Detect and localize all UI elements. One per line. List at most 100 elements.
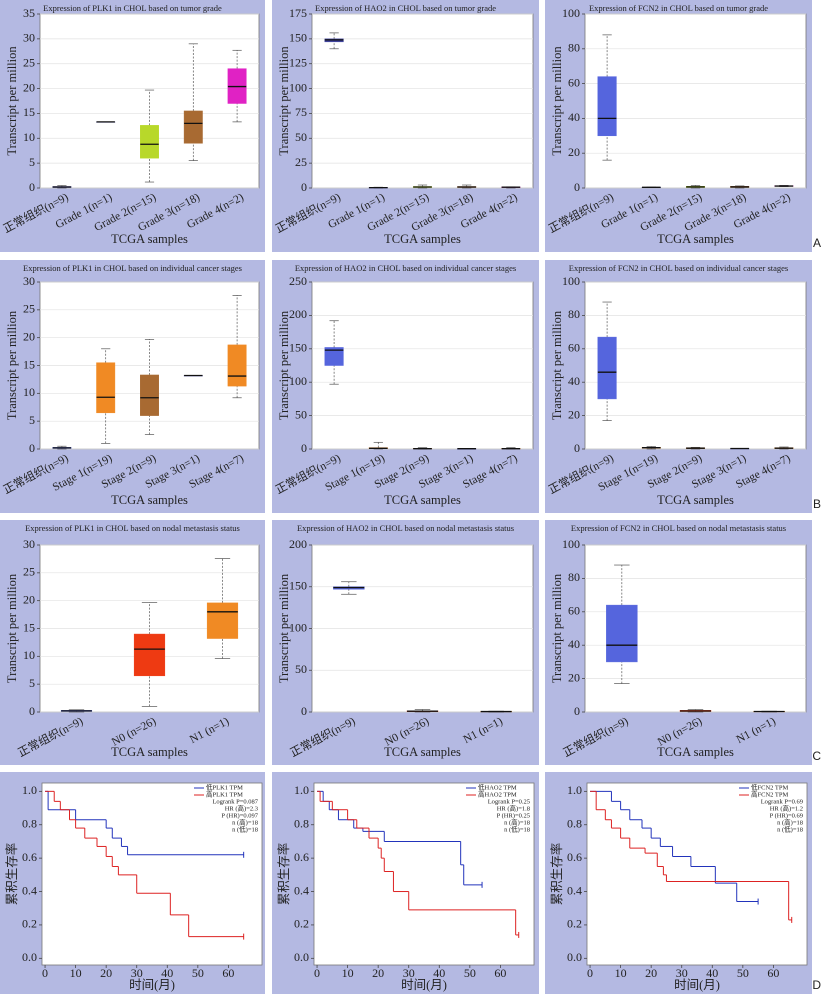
y-tick-label: 1.0: [294, 783, 309, 797]
chart-title: Expression of HAO2 in CHOL based on tumo…: [315, 3, 496, 13]
x-axis-label: TCGA samples: [111, 493, 188, 507]
x-tick-label: 30: [403, 966, 415, 980]
y-tick-label: 5: [29, 676, 35, 690]
y-tick-label: 25: [23, 565, 35, 579]
y-tick-label: 40: [568, 374, 580, 388]
box: [140, 374, 159, 416]
y-tick-label: 175: [289, 6, 307, 20]
y-tick-label: 0: [301, 180, 307, 194]
annotation: P (HR)=0.097: [221, 812, 258, 819]
x-tick-label: 0: [587, 966, 593, 980]
annotation: P (HR)=0.25: [497, 812, 530, 819]
annotation: P (HR)=0.69: [770, 812, 803, 819]
y-tick-label: 0: [29, 704, 35, 718]
y-tick-label: 150: [289, 31, 307, 45]
x-axis-label: TCGA samples: [384, 745, 461, 759]
chart-title: Expression of PLK1 in CHOL based on indi…: [23, 263, 242, 273]
y-tick-label: 1.0: [567, 783, 582, 797]
y-tick-label: 200: [289, 307, 307, 321]
annotation: Logrank P=0.25: [488, 798, 530, 805]
x-tick-label: 50: [737, 966, 749, 980]
annotation: n (低)=18: [232, 824, 258, 833]
y-tick-label: 0: [29, 180, 35, 194]
plot-area: [584, 13, 807, 189]
y-tick-label: 25: [23, 302, 35, 316]
plot-area: [586, 782, 808, 966]
y-tick-label: 150: [289, 341, 307, 355]
y-tick-label: 35: [23, 6, 35, 20]
chart-title: Expression of HAO2 in CHOL based on noda…: [297, 523, 514, 533]
y-tick-label: 150: [289, 579, 307, 593]
y-tick-label: 0: [574, 441, 580, 455]
x-tick-label: 20: [372, 966, 384, 980]
x-tick-label: 20: [100, 966, 112, 980]
x-axis-label: TCGA samples: [384, 232, 461, 246]
x-tick-label: 30: [131, 966, 143, 980]
x-axis-label: 时间(月): [129, 978, 175, 992]
x-tick-label: 30: [676, 966, 688, 980]
y-axis-label: Transcript per million: [5, 310, 19, 420]
y-axis-label: Transcript per million: [550, 46, 564, 156]
box: [324, 347, 344, 366]
x-axis-label: TCGA samples: [657, 493, 734, 507]
y-tick-label: 20: [568, 670, 580, 684]
y-axis-label: Transcript per million: [277, 310, 291, 420]
y-axis-label: Transcript per million: [5, 46, 19, 156]
y-axis-label: Transcript per million: [277, 46, 291, 156]
y-tick-label: 100: [289, 374, 307, 388]
y-tick-label: 0.0: [567, 950, 582, 964]
y-tick-label: 25: [295, 155, 307, 169]
y-tick-label: 30: [23, 274, 35, 288]
y-axis-label: Transcript per million: [277, 573, 291, 683]
legend-label: 高PLK1 TPM: [206, 789, 243, 798]
x-tick-label: 40: [706, 966, 718, 980]
y-axis-label: Transcript per million: [5, 573, 19, 683]
y-tick-label: 20: [23, 329, 35, 343]
y-tick-label: 100: [562, 274, 580, 288]
y-axis-label: 累积生存率: [276, 843, 291, 906]
annotation: n (低)=18: [777, 824, 803, 833]
annotation: n (低)=18: [504, 824, 530, 833]
y-tick-label: 20: [568, 407, 580, 421]
y-tick-label: 80: [568, 41, 580, 55]
y-tick-label: 5: [29, 413, 35, 427]
x-tick-label: 0: [314, 966, 320, 980]
y-tick-label: 60: [568, 75, 580, 89]
y-tick-label: 0.8: [567, 816, 582, 830]
y-tick-label: 10: [23, 130, 35, 144]
y-tick-label: 100: [289, 80, 307, 94]
plot-area: [41, 782, 263, 966]
x-axis-label: 时间(月): [674, 978, 720, 992]
y-tick-label: 30: [23, 537, 35, 551]
y-tick-label: 0: [301, 704, 307, 718]
y-tick-label: 0.2: [294, 917, 309, 931]
y-tick-label: 75: [295, 105, 307, 119]
box: [606, 604, 638, 663]
y-tick-label: 0: [29, 441, 35, 455]
y-tick-label: 50: [295, 407, 307, 421]
chart-title: Expression of PLK1 in CHOL based on noda…: [25, 523, 240, 533]
x-tick-label: 10: [615, 966, 627, 980]
y-tick-label: 5: [29, 155, 35, 169]
y-tick-label: 0.4: [22, 883, 37, 897]
y-tick-label: 60: [568, 341, 580, 355]
y-tick-label: 60: [568, 604, 580, 618]
x-tick-label: 40: [161, 966, 173, 980]
annotation: n (高)=18: [232, 817, 258, 826]
chart-title: Expression of PLK1 in CHOL based on tumo…: [43, 3, 222, 13]
box: [597, 336, 617, 400]
y-axis-label: Transcript per million: [550, 310, 564, 420]
legend-label: 高FCN2 TPM: [751, 789, 788, 798]
annotation: HR (高)=1.2: [770, 803, 803, 812]
y-tick-label: 0.0: [294, 950, 309, 964]
y-tick-label: 40: [568, 637, 580, 651]
y-tick-label: 100: [562, 537, 580, 551]
y-tick-label: 0.2: [22, 917, 37, 931]
y-tick-label: 100: [289, 620, 307, 634]
y-tick-label: 80: [568, 307, 580, 321]
x-tick-label: 50: [192, 966, 204, 980]
box: [227, 344, 247, 387]
legend-label: 低HAO2 TPM: [478, 782, 517, 791]
panel-label: A: [813, 236, 821, 250]
